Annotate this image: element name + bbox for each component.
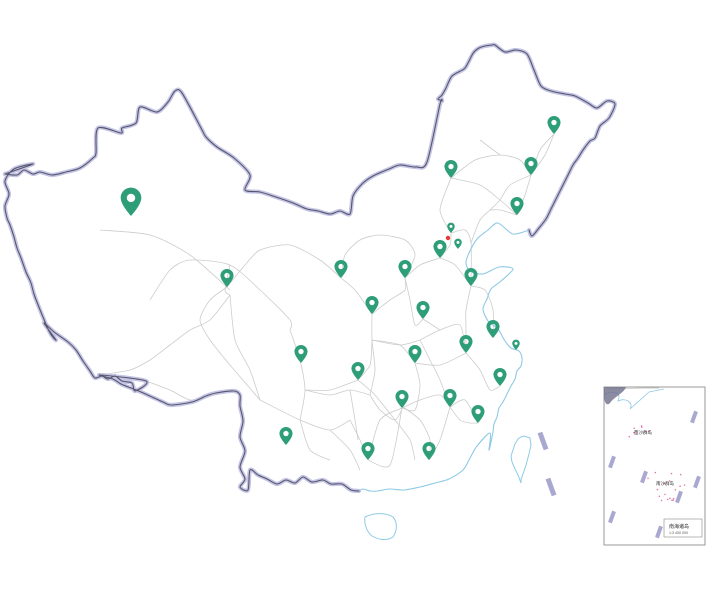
svg-text:1:3 400 000: 1:3 400 000	[669, 531, 688, 535]
svg-text:西沙群岛: 西沙群岛	[634, 429, 652, 436]
svg-text:南海诸岛: 南海诸岛	[669, 523, 689, 530]
svg-text:南沙群岛: 南沙群岛	[656, 480, 674, 487]
